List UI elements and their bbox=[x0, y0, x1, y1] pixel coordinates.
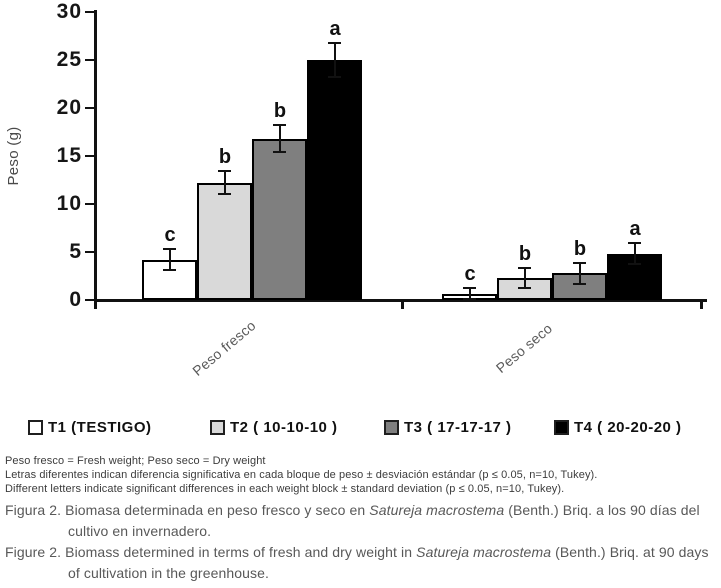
y-tick-mark bbox=[85, 107, 95, 109]
error-bar-top-cap bbox=[328, 42, 341, 44]
legend-marker bbox=[210, 419, 225, 435]
chart-legend: T1 (TESTIGO) T2 ( 10-10-10 ) T3 ( 17-17-17… bbox=[0, 414, 721, 440]
significance-letter: a bbox=[329, 18, 341, 40]
caption-es-species-name: Satureja macrostema bbox=[369, 502, 505, 518]
bar-series3-cat1 bbox=[252, 139, 307, 300]
footnote-statistics-es: Letras diferentes indican diferencia sig… bbox=[5, 469, 598, 481]
legend-label: T4 ( 20-20-20 ) bbox=[574, 418, 682, 436]
y-tick-label: 5 bbox=[69, 240, 82, 263]
error-bar bbox=[634, 243, 636, 264]
y-tick-label: 20 bbox=[56, 96, 82, 119]
x-tick-mark bbox=[700, 300, 703, 309]
significance-letter: c bbox=[464, 263, 476, 285]
significance-letter: b bbox=[273, 100, 287, 122]
x-tick-mark bbox=[401, 300, 404, 309]
legend-marker bbox=[384, 419, 399, 435]
error-bar-top-cap bbox=[163, 248, 176, 250]
error-bar bbox=[469, 288, 471, 299]
error-bar-bottom-cap bbox=[463, 298, 476, 300]
caption-english: Figure 2. Biomass determined in terms of… bbox=[5, 542, 715, 584]
y-tick-mark bbox=[85, 299, 95, 301]
figure-captions: Figura 2. Biomasa determinada en peso fr… bbox=[5, 500, 715, 584]
y-tick-label: 30 bbox=[56, 0, 82, 23]
significance-letter: c bbox=[164, 224, 176, 246]
caption-en-species-name: Satureja macrostema bbox=[416, 544, 552, 560]
significance-letter: b bbox=[573, 238, 587, 260]
caption-es-prefix: Figura 2. Biomasa determinada en peso fr… bbox=[5, 502, 370, 518]
error-bar-top-cap bbox=[628, 242, 641, 244]
y-tick-label: 15 bbox=[56, 144, 82, 167]
error-bar-top-cap bbox=[463, 287, 476, 289]
legend-item: T4 ( 20-20-20 ) bbox=[554, 414, 682, 440]
error-bar-bottom-cap bbox=[573, 283, 586, 285]
y-tick-mark bbox=[85, 11, 95, 13]
footnote-statistics-en: Different letters indicate significant d… bbox=[5, 483, 565, 495]
legend-label: T3 ( 17-17-17 ) bbox=[404, 418, 512, 436]
caption-spanish: Figura 2. Biomasa determinada en peso fr… bbox=[5, 500, 715, 542]
footnote-translation-key: Peso fresco = Fresh weight; Peso seco = … bbox=[5, 455, 266, 467]
x-axis-line bbox=[94, 299, 707, 302]
error-bar-top-cap bbox=[218, 170, 231, 172]
y-tick-label: 0 bbox=[69, 288, 82, 311]
significance-letter: b bbox=[218, 146, 232, 168]
error-bar-bottom-cap bbox=[628, 263, 641, 265]
error-bar-bottom-cap bbox=[518, 287, 531, 289]
y-tick-mark bbox=[85, 251, 95, 253]
y-tick-mark bbox=[85, 203, 95, 205]
y-tick-mark bbox=[85, 155, 95, 157]
y-axis-line bbox=[94, 10, 97, 302]
error-bar-bottom-cap bbox=[273, 151, 286, 153]
error-bar-bottom-cap bbox=[163, 269, 176, 271]
error-bar bbox=[279, 125, 281, 152]
error-bar bbox=[169, 249, 171, 270]
x-category-label: Peso seco bbox=[492, 319, 556, 377]
error-bar bbox=[334, 43, 336, 78]
error-bar bbox=[579, 263, 581, 284]
caption-en-suffix: (Benth.) Briq. at 90 days of cultivation… bbox=[68, 544, 709, 581]
error-bar bbox=[524, 268, 526, 287]
error-bar-bottom-cap bbox=[328, 76, 341, 78]
legend-label: T1 (TESTIGO) bbox=[48, 418, 152, 436]
x-tick-mark bbox=[94, 300, 97, 309]
y-axis-title: Peso (g) bbox=[5, 126, 22, 186]
x-category-label: Peso fresco bbox=[189, 317, 259, 379]
legend-item: T2 ( 10-10-10 ) bbox=[210, 414, 338, 440]
error-bar-top-cap bbox=[518, 267, 531, 269]
error-bar-top-cap bbox=[573, 262, 586, 264]
significance-letter: a bbox=[629, 218, 641, 240]
error-bar-top-cap bbox=[273, 124, 286, 126]
bar-series4-cat1 bbox=[307, 60, 362, 300]
y-tick-label: 10 bbox=[56, 192, 82, 215]
y-tick-mark bbox=[85, 59, 95, 61]
y-tick-label: 25 bbox=[56, 48, 82, 71]
legend-marker bbox=[28, 419, 43, 435]
legend-label: T2 ( 10-10-10 ) bbox=[230, 418, 338, 436]
caption-es-suffix: (Benth.) Briq. a los 90 días del cultivo… bbox=[68, 502, 700, 539]
bar-chart-plot-area: 0 5 10 15 20 25 30 c c b b b b a a Peso fresco Peso seco… bbox=[5, 0, 707, 379]
bar-series2-cat1 bbox=[197, 183, 252, 300]
figure-footnotes: Peso fresco = Fresh weight; Peso seco = … bbox=[5, 454, 717, 496]
caption-en-prefix: Figure 2. Biomass determined in terms of… bbox=[5, 544, 417, 560]
error-bar-bottom-cap bbox=[218, 193, 231, 195]
significance-letter: b bbox=[518, 243, 532, 265]
legend-marker bbox=[554, 419, 569, 435]
legend-item: T3 ( 17-17-17 ) bbox=[384, 414, 512, 440]
legend-item: T1 (TESTIGO) bbox=[28, 414, 152, 440]
error-bar bbox=[224, 171, 226, 194]
